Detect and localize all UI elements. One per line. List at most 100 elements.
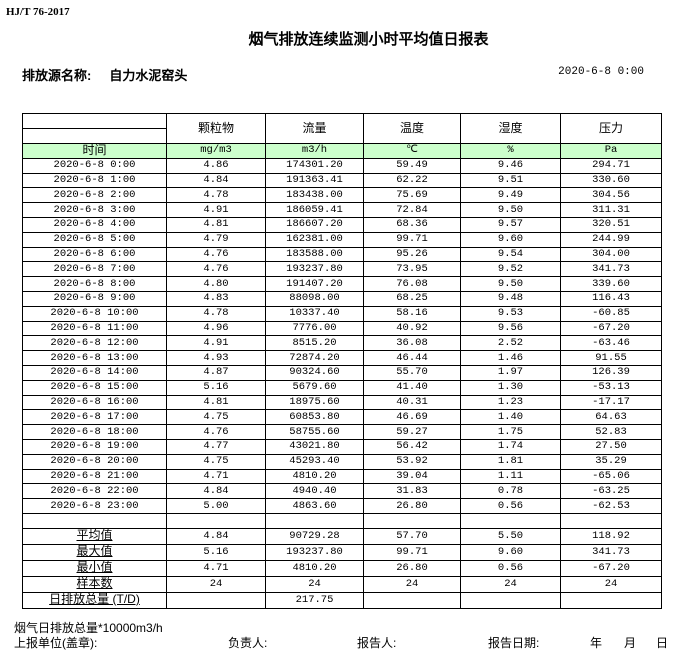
cell-flow: 191363.41 (265, 172, 364, 189)
cell-particulate: 4.81 (166, 394, 266, 411)
cell-temperature: 68.36 (363, 216, 461, 233)
cell-temperature: 58.16 (363, 305, 461, 322)
cell-temperature: 24 (363, 575, 461, 593)
cell-humidity: 1.40 (460, 409, 561, 426)
cell-flow: 4863.60 (265, 498, 364, 514)
cell-flow: 4810.20 (265, 468, 364, 485)
cell-flow: 217.75 (265, 591, 364, 609)
cell-time: 2020-6-8 7:00 (22, 261, 167, 278)
table-row: 2020-6-8 13:00 4.93 72874.20 46.44 1.46 91.55 (22, 350, 662, 366)
cell-temperature: 75.69 (363, 187, 461, 204)
cell-particulate (166, 591, 266, 609)
report-title: 烟气排放连续监测小时平均值日报表 (248, 31, 489, 48)
cell-pressure: -60.85 (560, 305, 662, 322)
cell-time: 2020-6-8 14:00 (22, 364, 167, 381)
cell-humidity: 0.78 (460, 483, 561, 500)
col-header-temperature: 温度 (363, 113, 461, 144)
cell-pressure: -63.46 (560, 335, 662, 352)
cell-particulate: 5.00 (166, 498, 266, 514)
cell-flow: 45293.40 (265, 453, 364, 470)
cell-particulate: 4.76 (166, 261, 266, 278)
source-label: 排放源名称: (22, 68, 92, 83)
cell-humidity: 9.60 (460, 543, 561, 561)
cell-time: 2020-6-8 23:00 (22, 498, 167, 514)
cell-flow: 5679.60 (265, 379, 364, 396)
cell-pressure: -67.20 (560, 559, 662, 577)
cell-temperature: 40.92 (363, 320, 461, 337)
cell-flow: 186059.41 (265, 202, 364, 218)
blank-cell (363, 512, 461, 529)
table-row: 2020-6-8 15:00 5.16 5679.60 41.40 1.30 -53.13 (22, 379, 662, 396)
cell-humidity: 9.48 (460, 290, 561, 307)
summary-label: 最大值 (76, 543, 113, 558)
cell-pressure: -53.13 (560, 379, 662, 396)
cell-temperature: 31.83 (363, 483, 461, 500)
cell-pressure: 320.51 (560, 216, 662, 233)
cell-humidity: 1.81 (460, 453, 561, 470)
cell-temperature: 55.70 (363, 364, 461, 381)
cell-pressure: -17.17 (560, 394, 662, 411)
cell-flow: 162381.00 (265, 231, 364, 248)
cell-particulate: 4.91 (166, 335, 266, 352)
blank-cell (22, 512, 167, 529)
cell-time: 2020-6-8 2:00 (22, 187, 167, 204)
cell-pressure: 126.39 (560, 364, 662, 381)
cell-pressure: 244.99 (560, 231, 662, 248)
cell-temperature: 53.92 (363, 453, 461, 470)
table-row: 2020-6-8 2:00 4.78 183438.00 75.69 9.49 304.5… (22, 187, 662, 204)
reporting-unit-label: 上报单位(盖章): (14, 636, 98, 650)
year-label: 年 (590, 636, 603, 650)
unit-particulate: mg/m3 (166, 143, 266, 159)
cell-temperature: 59.49 (363, 157, 461, 174)
cell-humidity: 1.46 (460, 350, 561, 366)
cell-humidity: 9.49 (460, 187, 561, 204)
summary-label-cell: 日排放总量 (T/D) (22, 591, 167, 609)
cell-time: 2020-6-8 12:00 (22, 335, 167, 352)
cell-temperature: 46.69 (363, 409, 461, 426)
cell-flow: 72874.20 (265, 350, 364, 366)
table-row: 2020-6-8 0:00 4.86 174301.20 59.49 9.46 294.7… (22, 157, 662, 174)
cell-flow: 24 (265, 575, 364, 593)
cell-temperature: 72.84 (363, 202, 461, 218)
cell-temperature: 36.08 (363, 335, 461, 352)
blank-cell (265, 512, 364, 529)
cell-time: 2020-6-8 19:00 (22, 438, 167, 455)
cell-time: 2020-6-8 15:00 (22, 379, 167, 396)
cell-flow: 88098.00 (265, 290, 364, 307)
cell-particulate: 4.79 (166, 231, 266, 248)
cell-particulate: 5.16 (166, 543, 266, 561)
cell-pressure: 294.71 (560, 157, 662, 174)
time-header: 时间 (22, 143, 167, 159)
summary-label-cell: 最大值 (22, 543, 167, 561)
cell-particulate: 4.81 (166, 216, 266, 233)
cell-temperature: 76.08 (363, 276, 461, 292)
cell-humidity: 9.57 (460, 216, 561, 233)
col-header-humidity: 湿度 (460, 113, 561, 144)
cell-temperature: 73.95 (363, 261, 461, 278)
cell-pressure: 24 (560, 575, 662, 593)
cell-pressure: 91.55 (560, 350, 662, 366)
table-row: 2020-6-8 20:00 4.75 45293.40 53.92 1.81 35.29 (22, 453, 662, 470)
report-date-label: 报告日期: (488, 636, 540, 650)
cell-temperature: 95.26 (363, 246, 461, 263)
blank-cell (460, 512, 561, 529)
table-row: 2020-6-8 11:00 4.96 7776.00 40.92 9.56 -67.20 (22, 320, 662, 337)
cell-particulate: 4.93 (166, 350, 266, 366)
cell-particulate: 4.76 (166, 246, 266, 263)
cell-pressure: 311.31 (560, 202, 662, 218)
summary-row-maximum: 最大值 5.16 193237.80 99.71 9.60 341.73 (22, 543, 662, 561)
table-row: 2020-6-8 7:00 4.76 193237.80 73.95 9.52 341.7… (22, 261, 662, 278)
cell-pressure: 116.43 (560, 290, 662, 307)
cell-time: 2020-6-8 4:00 (22, 216, 167, 233)
summary-row-minimum: 最小值 4.71 4810.20 26.80 0.56 -67.20 (22, 559, 662, 577)
cell-flow: 191407.20 (265, 276, 364, 292)
summary-label-cell: 样本数 (22, 575, 167, 593)
standard-code: HJ/T 76-2017 (6, 6, 70, 18)
table-row: 2020-6-8 22:00 4.84 4940.40 31.83 0.78 -63.25 (22, 483, 662, 500)
cell-pressure: 341.73 (560, 261, 662, 278)
cell-humidity: 1.11 (460, 468, 561, 485)
blank-row (22, 512, 662, 529)
day-label: 日 (656, 636, 669, 650)
cell-humidity: 9.46 (460, 157, 561, 174)
